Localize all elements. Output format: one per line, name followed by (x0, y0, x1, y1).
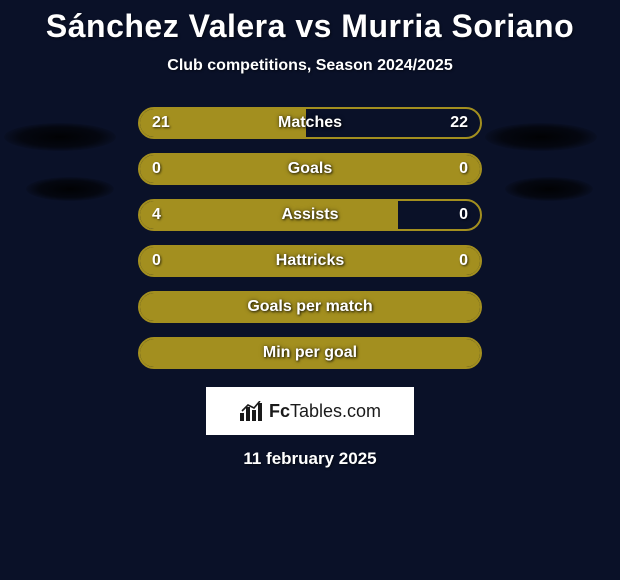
bar-fill-right (306, 109, 480, 137)
logo-text: FcTables.com (269, 401, 381, 422)
stat-bar: Assists40 (138, 199, 482, 231)
logo-main: Tables (290, 401, 342, 421)
player-shadow (485, 123, 597, 151)
subtitle: Club competitions, Season 2024/2025 (167, 57, 452, 75)
bar-fill-left (140, 155, 480, 183)
stat-row: Hattricks00 (0, 245, 620, 277)
stat-bar: Goals00 (138, 153, 482, 185)
stat-bar: Goals per match (138, 291, 482, 323)
stat-bar: Matches2122 (138, 107, 482, 139)
bar-fill-right (398, 201, 480, 229)
player-shadow (4, 123, 116, 151)
player-shadow (26, 177, 114, 201)
logo-bars-icon (239, 401, 265, 421)
page-title: Sánchez Valera vs Murria Soriano (46, 8, 574, 45)
fctables-logo: FcTables.com (206, 387, 414, 435)
logo-suffix: .com (342, 401, 381, 421)
stat-bar: Min per goal (138, 337, 482, 369)
bar-fill-left (140, 201, 398, 229)
stat-bar: Hattricks00 (138, 245, 482, 277)
stat-row: Min per goal (0, 337, 620, 369)
comparison-infographic: Sánchez Valera vs Murria Soriano Club co… (0, 0, 620, 580)
bar-fill-left (140, 247, 480, 275)
logo-prefix: Fc (269, 401, 290, 421)
bar-fill-left (140, 109, 306, 137)
stat-row: Assists40 (0, 199, 620, 231)
bar-fill-left (140, 339, 480, 367)
stat-row: Goals per match (0, 291, 620, 323)
bar-fill-left (140, 293, 480, 321)
date-label: 11 february 2025 (243, 449, 376, 469)
player-shadow (505, 177, 593, 201)
